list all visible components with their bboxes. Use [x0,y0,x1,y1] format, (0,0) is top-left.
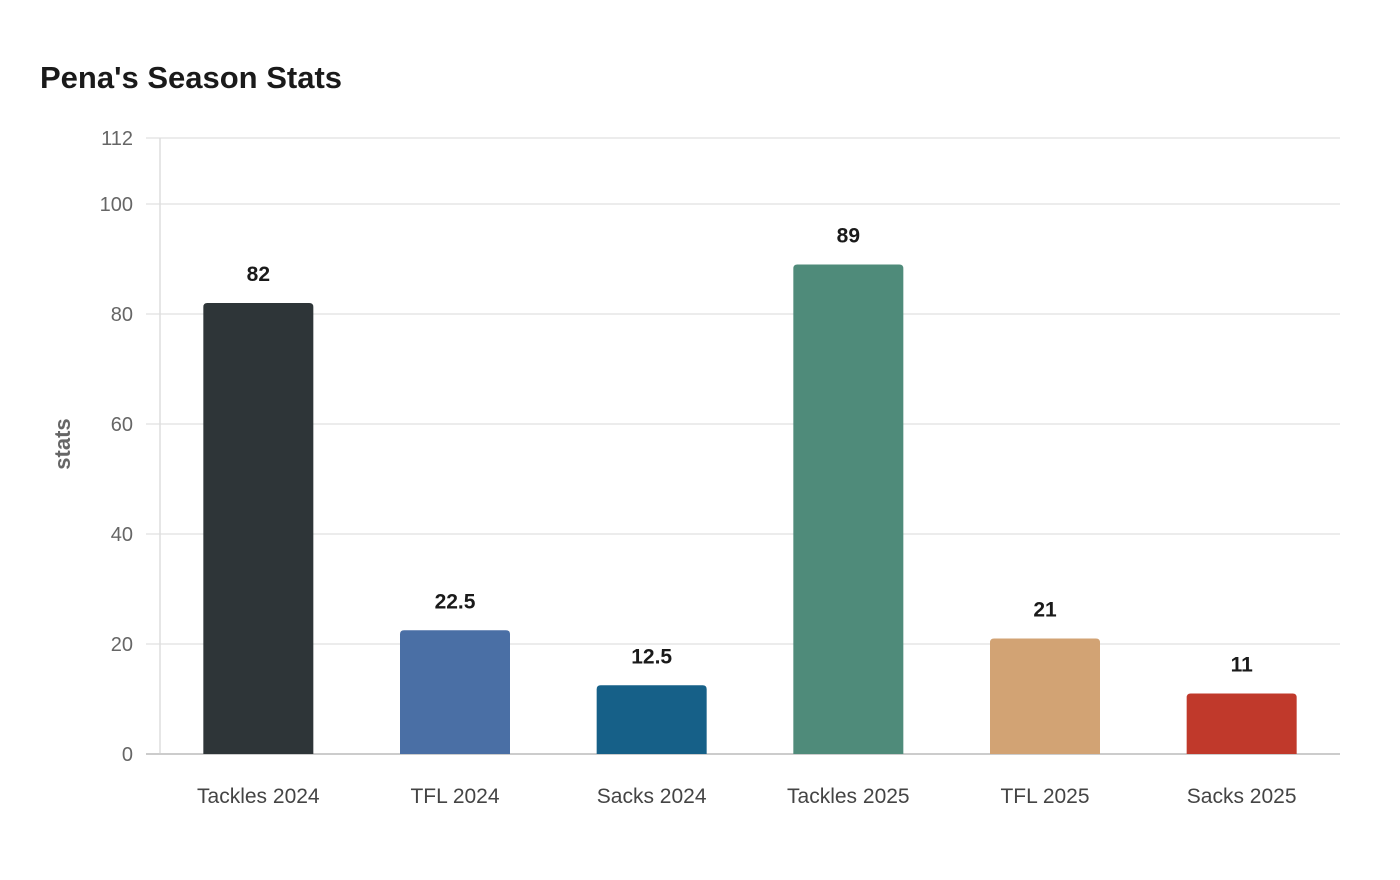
y-tick-label: 100 [100,194,133,216]
bar [596,685,707,754]
bar [203,303,314,754]
y-axis-title: stats [50,418,75,469]
y-tick-labels: 0 20 40 60 80 100 112 [100,128,133,766]
axes [146,138,1340,755]
y-tick-label: 0 [122,744,133,766]
y-tick-label: 20 [111,634,133,656]
bar [1186,693,1297,754]
bar [400,630,510,754]
data-labels: 82 22.5 12.5 89 21 11 [247,225,1253,677]
y-tick-label: 80 [111,304,133,326]
y-tick-label: 60 [111,414,133,436]
bar-value-label: 12.5 [631,645,672,668]
bar-value-label: 21 [1033,599,1057,622]
chart-title: Pena's Season Stats [40,60,343,95]
bar [990,638,1100,754]
y-tick-label: 112 [101,128,133,150]
y-tick-label: 40 [111,524,133,546]
x-tick-label: Tackles 2025 [787,785,910,808]
bar-value-label: 82 [247,263,270,286]
x-tick-label: Sacks 2025 [1187,785,1297,808]
x-tick-labels: Tackles 2024 TFL 2024 Sacks 2024 Tackles 20… [197,785,1296,808]
bar [793,264,904,754]
x-tick-label: Sacks 2024 [597,785,707,808]
bar-value-label: 89 [837,225,860,248]
gridlines [146,137,1340,645]
x-tick-label: TFL 2025 [1000,785,1089,808]
bars [203,264,1297,754]
x-tick-label: TFL 2024 [410,785,499,808]
bar-value-label: 22.5 [435,590,476,613]
bar-value-label: 11 [1231,654,1254,677]
x-tick-label: Tackles 2024 [197,785,320,808]
